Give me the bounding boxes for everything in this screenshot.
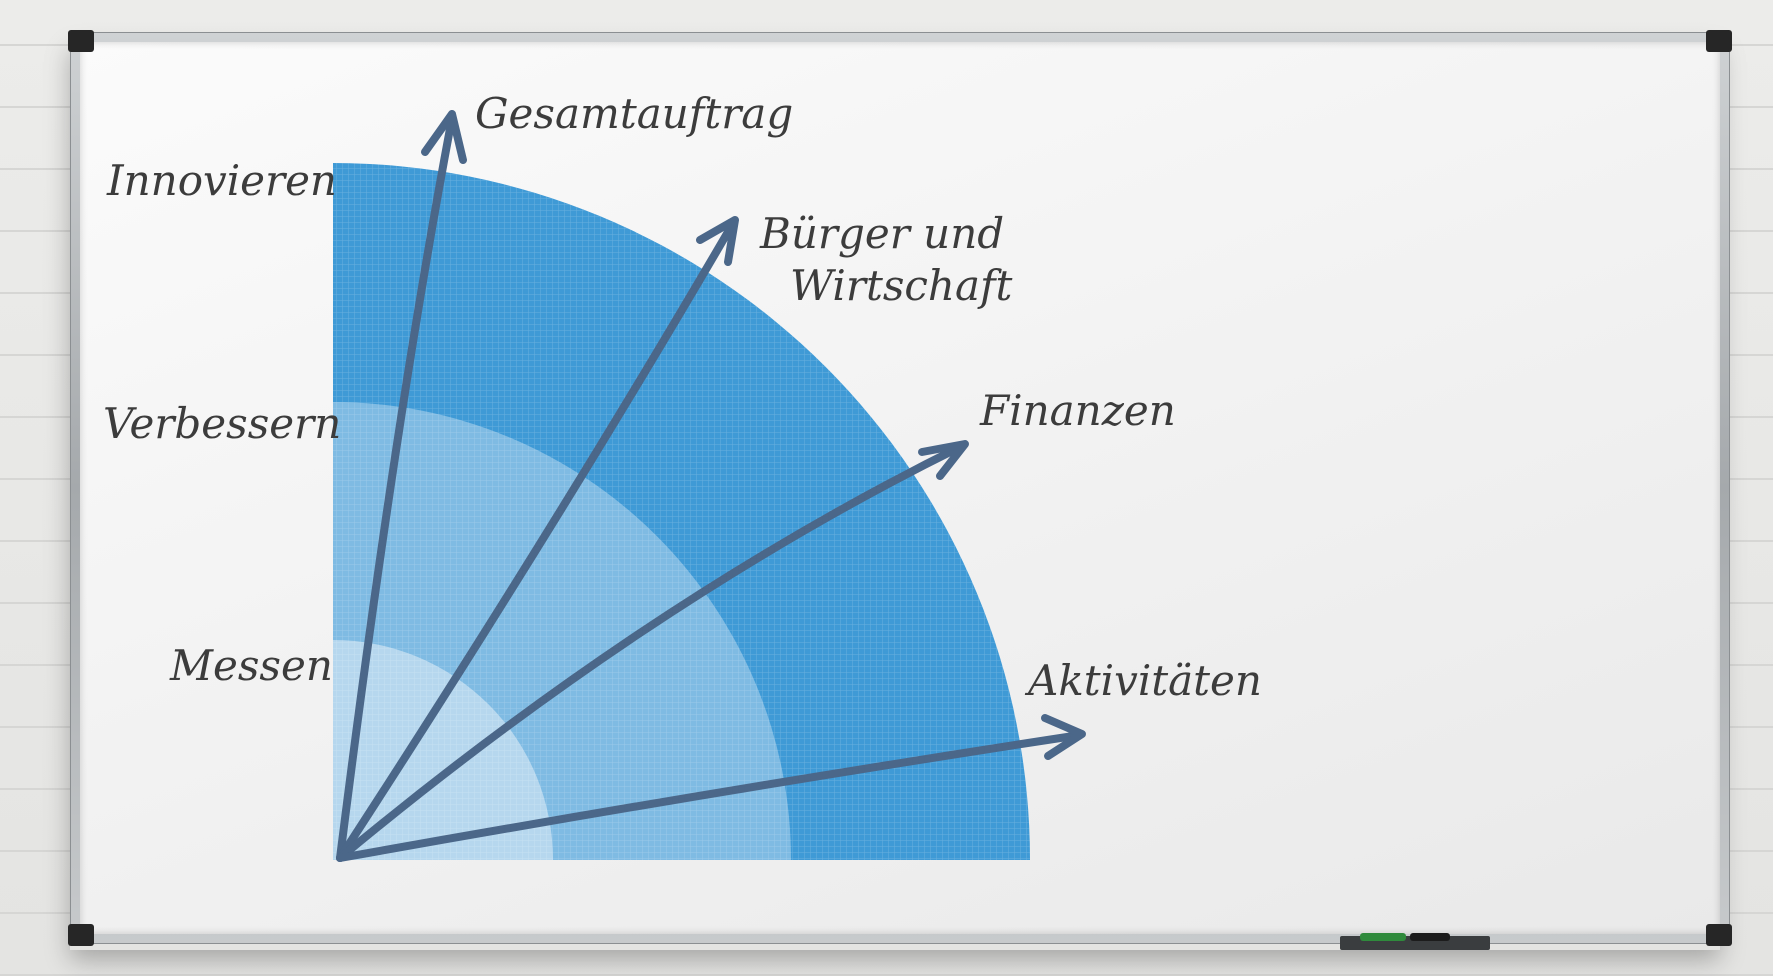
arrow-buerger-wirtschaft-head xyxy=(696,216,739,266)
black-marker[interactable] xyxy=(1410,933,1450,941)
arrow-gesamtauftrag-head xyxy=(421,110,467,164)
arrow-finanzen-head xyxy=(918,440,969,480)
level-label-verbessern: Verbessern xyxy=(103,399,341,448)
axis-label-buerger-und: Bürger und xyxy=(759,209,1004,258)
arrow-buerger-wirtschaft xyxy=(336,221,736,862)
axis-label-finanzen: Finanzen xyxy=(979,386,1176,435)
frame-corner-top-left xyxy=(68,30,94,52)
level-label-innovieren: Innovieren xyxy=(106,156,337,205)
frame-corner-top-right xyxy=(1706,30,1732,52)
axis-label-wirtschaft: Wirtschaft xyxy=(790,261,1013,310)
arrow-aktivitaeten-head xyxy=(1041,714,1086,760)
arrow-gesamtauftrag xyxy=(336,114,456,862)
arrow-aktivitaeten xyxy=(336,731,1084,862)
frame-corner-bottom-right xyxy=(1706,924,1732,946)
green-marker[interactable] xyxy=(1360,933,1406,941)
level-label-messen: Messen xyxy=(169,641,333,690)
frame-corner-bottom-left xyxy=(68,924,94,946)
grid-texture xyxy=(333,163,1030,860)
axis-label-aktivitaeten: Aktivitäten xyxy=(1024,656,1262,705)
axis-label-gesamtauftrag: Gesamtauftrag xyxy=(475,89,793,138)
arrow-finanzen xyxy=(336,442,966,862)
